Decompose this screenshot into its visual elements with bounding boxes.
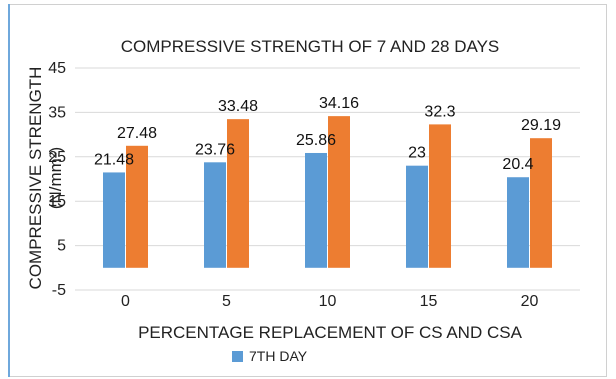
bar-series1-cat-0 xyxy=(103,172,125,268)
data-label: 33.48 xyxy=(218,98,258,115)
bar-series1-cat-10 xyxy=(305,152,327,268)
data-label: 20.4 xyxy=(502,156,533,173)
bar-series1-cat-15 xyxy=(406,165,428,268)
bar-series2-cat-10 xyxy=(328,116,350,268)
data-label: 23.76 xyxy=(195,141,235,158)
frame-accent xyxy=(8,4,10,377)
bar-series2-cat-5 xyxy=(227,119,249,268)
x-axis-title: PERCENTAGE REPLACEMENT OF CS AND CSA xyxy=(138,323,522,342)
x-tick-label: 20 xyxy=(521,293,539,310)
y-axis-title-line1: COMPRESSIVE STRENGTH xyxy=(26,67,45,290)
data-labels: 21.48 27.48 23.76 33.48 25.86 34.16 23 32.3 20.4… xyxy=(94,95,561,173)
y-axis-title-line2: (N/mm²) xyxy=(46,147,65,209)
y-tick-label: 15 xyxy=(48,193,66,210)
data-label: 25.86 xyxy=(296,132,336,149)
data-label: 27.48 xyxy=(117,125,157,142)
x-tick-label: 5 xyxy=(222,293,231,310)
bar-series2-cat-20 xyxy=(530,138,552,268)
x-tick-label: 10 xyxy=(319,293,337,310)
legend-label-7th-day: 7TH DAY xyxy=(249,348,308,364)
legend-swatch-7th-day xyxy=(232,351,243,362)
bar-series2-cat-15 xyxy=(429,124,451,268)
x-tick-label: 15 xyxy=(420,293,438,310)
bars xyxy=(103,116,552,268)
legend: 7TH DAY xyxy=(232,348,308,364)
bar-series1-cat-20 xyxy=(507,177,529,268)
y-axis-title: COMPRESSIVE STRENGTH (N/mm²) xyxy=(26,67,65,290)
y-tick-label: 25 xyxy=(48,149,66,166)
data-label: 32.3 xyxy=(424,103,455,120)
y-tick-label: 5 xyxy=(57,238,66,255)
y-tick-label: 35 xyxy=(48,104,66,121)
y-tick-label: -5 xyxy=(52,282,66,299)
data-label: 34.16 xyxy=(319,95,359,112)
bar-series1-cat-5 xyxy=(204,162,226,268)
data-label: 29.19 xyxy=(521,117,561,134)
data-label: 21.48 xyxy=(94,151,134,168)
x-tick-labels: 0 5 10 15 20 xyxy=(121,293,538,310)
bar-series2-cat-0 xyxy=(126,145,148,268)
x-tick-label: 0 xyxy=(121,293,130,310)
gridlines xyxy=(75,67,580,291)
data-label: 23 xyxy=(408,145,426,162)
chart-title: COMPRESSIVE STRENGTH OF 7 AND 28 DAYS xyxy=(121,37,500,56)
y-tick-labels: -5 5 15 25 35 45 xyxy=(48,60,66,299)
y-tick-label: 45 xyxy=(48,60,66,77)
